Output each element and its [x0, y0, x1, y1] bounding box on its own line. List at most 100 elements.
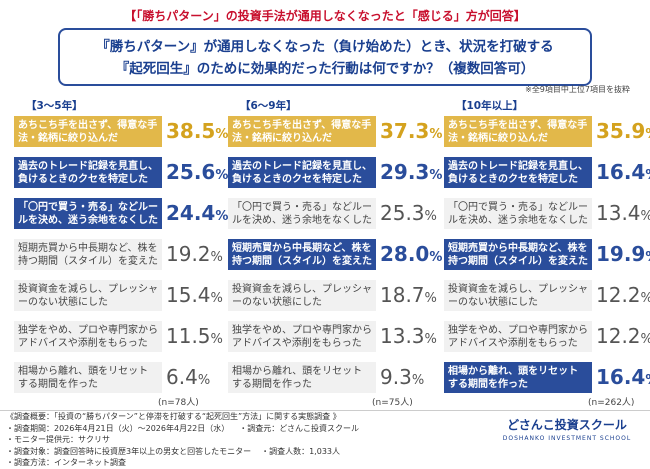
- value-number: 16.4: [596, 365, 646, 389]
- question-line-1: 『勝ちパターン』が通用しなくなった（負け始めた）とき、状況を打破する: [96, 39, 554, 55]
- value-unit: %: [215, 168, 229, 183]
- percent-value: 13.4%: [596, 201, 650, 225]
- column-title: 【3～5年】: [26, 100, 83, 112]
- chart-column-1: 【3～5年】あちこち手を出さず、得意な手法・銘柄に絞り込んだ 38.5% 過去のトレ…: [8, 98, 228, 408]
- value-unit: %: [210, 250, 223, 265]
- percent-value: 15.4%: [166, 283, 223, 307]
- percent-value: 9.3%: [380, 365, 424, 389]
- value-number: 35.9: [596, 119, 646, 143]
- item-label: 過去のトレード記録を見直し、負けるときのクセを特定した: [444, 157, 592, 188]
- value-unit: %: [210, 332, 223, 347]
- percent-value: 12.2%: [596, 283, 650, 307]
- value-unit: %: [411, 373, 425, 388]
- footer-period: ・調査期間：2026年4月21日（火）～2026年4月22日（水）: [6, 423, 230, 433]
- bar-row: 投資資金を減らし、プレッシャーのない状態にした 15.4%: [8, 276, 223, 317]
- bar-row: 「〇円で買う・売る」などルールを決め、迷う余地をなくした 25.3%: [222, 194, 437, 235]
- column-title: 【6～9年】: [240, 100, 297, 112]
- item-label: 独学をやめ、プロや専門家からアドバイスや添削をもらった: [228, 321, 376, 352]
- value-number: 11.5: [166, 324, 211, 348]
- item-label: あちこち手を出さず、得意な手法・銘柄に絞り込んだ: [228, 116, 376, 147]
- footer-grid: ・調査期間：2026年4月21日（火）～2026年4月22日（水） ・調査元：ど…: [6, 423, 476, 446]
- item-label: 過去のトレード記録を見直し、負けるときのクセを特定した: [228, 157, 376, 188]
- value-unit: %: [215, 209, 229, 224]
- value-unit: %: [429, 250, 443, 265]
- value-number: 9.3: [380, 365, 412, 389]
- percent-value: 18.7%: [380, 283, 437, 307]
- item-label: 相場から離れ、頭をリセットする期間を作った: [444, 362, 592, 393]
- value-unit: %: [645, 168, 650, 183]
- value-unit: %: [429, 168, 443, 183]
- footer-grid-2: ・調査対象：調査回答時に投資歴3年以上の男女と回答したモニター ・調査人数：1,…: [6, 446, 476, 469]
- question-line-2: 『起死回生』のために効果的だった行動は何ですか？（複数回答可）: [115, 61, 535, 77]
- item-label: 投資資金を減らし、プレッシャーのない状態にした: [444, 280, 592, 311]
- value-unit: %: [424, 291, 437, 306]
- footer-target: ・調査対象：調査回答時に投資歴3年以上の男女と回答したモニター: [6, 446, 252, 456]
- value-number: 25.3: [380, 201, 425, 225]
- percent-value: 37.3%: [380, 119, 442, 143]
- question-box: 『勝ちパターン』が通用しなくなった（負け始めた）とき、状況を打破する 『起死回生…: [58, 28, 592, 86]
- item-label: 短期売買から中長期など、株を持つ期間（スタイル）を変えた: [14, 239, 162, 270]
- value-unit: %: [645, 127, 650, 142]
- percent-value: 6.4%: [166, 365, 210, 389]
- value-unit: %: [645, 250, 650, 265]
- item-label: 短期売買から中長期など、株を持つ期間（スタイル）を変えた: [444, 239, 592, 270]
- value-number: 16.4: [596, 160, 646, 184]
- bar-row: 相場から離れ、頭をリセットする期間を作った 6.4%: [8, 358, 213, 399]
- bar-row: あちこち手を出さず、得意な手法・銘柄に絞り込んだ 37.3%: [222, 112, 442, 153]
- bar-row: 投資資金を減らし、プレッシャーのない状態にした 18.7%: [222, 276, 437, 317]
- item-label: 「〇円で買う・売る」などルールを決め、迷う余地をなくした: [228, 198, 376, 229]
- infographic: 【「勝ちパターン」の投資手法が通用しなくなったと「感じる」方が回答】 『勝ちパタ…: [0, 9, 650, 467]
- item-label: あちこち手を出さず、得意な手法・銘柄に絞り込んだ: [14, 116, 162, 147]
- value-unit: %: [215, 127, 229, 142]
- footer-monitor: ・モニター提供元：サクリサ: [6, 435, 110, 444]
- percent-value: 25.6%: [166, 160, 228, 184]
- percent-value: 29.3%: [380, 160, 442, 184]
- item-label: 相場から離れ、頭をリセットする期間を作った: [228, 362, 376, 393]
- survey-footer: 《調査概要：「投資の“勝ちパターン”と停滞を打破する“起死回生”方法」に関する実…: [6, 411, 476, 469]
- percent-value: 28.0%: [380, 242, 442, 266]
- brand-sub: DOSHANKO INVESTMENT SCHOOL: [502, 435, 632, 442]
- percent-value: 11.5%: [166, 324, 223, 348]
- footer-divider: [0, 410, 650, 411]
- value-unit: %: [645, 373, 650, 388]
- value-number: 18.7: [380, 283, 425, 307]
- value-number: 19.9: [596, 242, 646, 266]
- item-label: あちこち手を出さず、得意な手法・銘柄に絞り込んだ: [444, 116, 592, 147]
- bar-row: 短期売買から中長期など、株を持つ期間（スタイル）を変えた 19.2%: [8, 235, 223, 276]
- survey-banner: 【「勝ちパターン」の投資手法が通用しなくなったと「感じる」方が回答】: [124, 9, 526, 23]
- item-label: 独学をやめ、プロや専門家からアドバイスや添削をもらった: [444, 321, 592, 352]
- percent-value: 13.3%: [380, 324, 437, 348]
- value-number: 29.3: [380, 160, 430, 184]
- brand-logo: どさんこ投資スクール DOSHANKO INVESTMENT SCHOOL: [492, 416, 642, 442]
- bar-row: 相場から離れ、頭をリセットする期間を作った 9.3%: [222, 358, 427, 399]
- column-title: 【10年以上】: [456, 100, 524, 112]
- footer-count: ・調査人数：1,033人: [261, 446, 340, 456]
- item-label: 投資資金を減らし、プレッシャーのない状態にした: [14, 280, 162, 311]
- bar-row: 過去のトレード記録を見直し、負けるときのクセを特定した 29.3%: [222, 153, 442, 194]
- bar-row: 短期売買から中長期など、株を持つ期間（スタイル）を変えた 28.0%: [222, 235, 442, 276]
- bar-row: 「〇円で買う・売る」などルールを決め、迷う余地をなくした 24.4%: [8, 194, 228, 235]
- value-number: 28.0: [380, 242, 430, 266]
- item-label: 「〇円で買う・売る」などルールを決め、迷う余地をなくした: [444, 198, 592, 229]
- value-number: 25.6: [166, 160, 216, 184]
- percent-value: 25.3%: [380, 201, 437, 225]
- item-label: 独学をやめ、プロや専門家からアドバイスや添削をもらった: [14, 321, 162, 352]
- item-label: 過去のトレード記録を見直し、負けるときのクセを特定した: [14, 157, 162, 188]
- percent-value: 38.5%: [166, 119, 228, 143]
- percent-value: 12.2%: [596, 324, 650, 348]
- bar-row: 独学をやめ、プロや専門家からアドバイスや添削をもらった 11.5%: [8, 317, 223, 358]
- value-number: 19.2: [166, 242, 211, 266]
- value-unit: %: [429, 127, 443, 142]
- sample-size: (n=262人): [588, 398, 635, 408]
- value-unit: %: [641, 209, 650, 224]
- value-unit: %: [424, 209, 437, 224]
- footer-method: ・調査方法：インターネット調査: [6, 458, 126, 467]
- percent-value: 16.4%: [596, 365, 650, 389]
- percent-value: 19.2%: [166, 242, 223, 266]
